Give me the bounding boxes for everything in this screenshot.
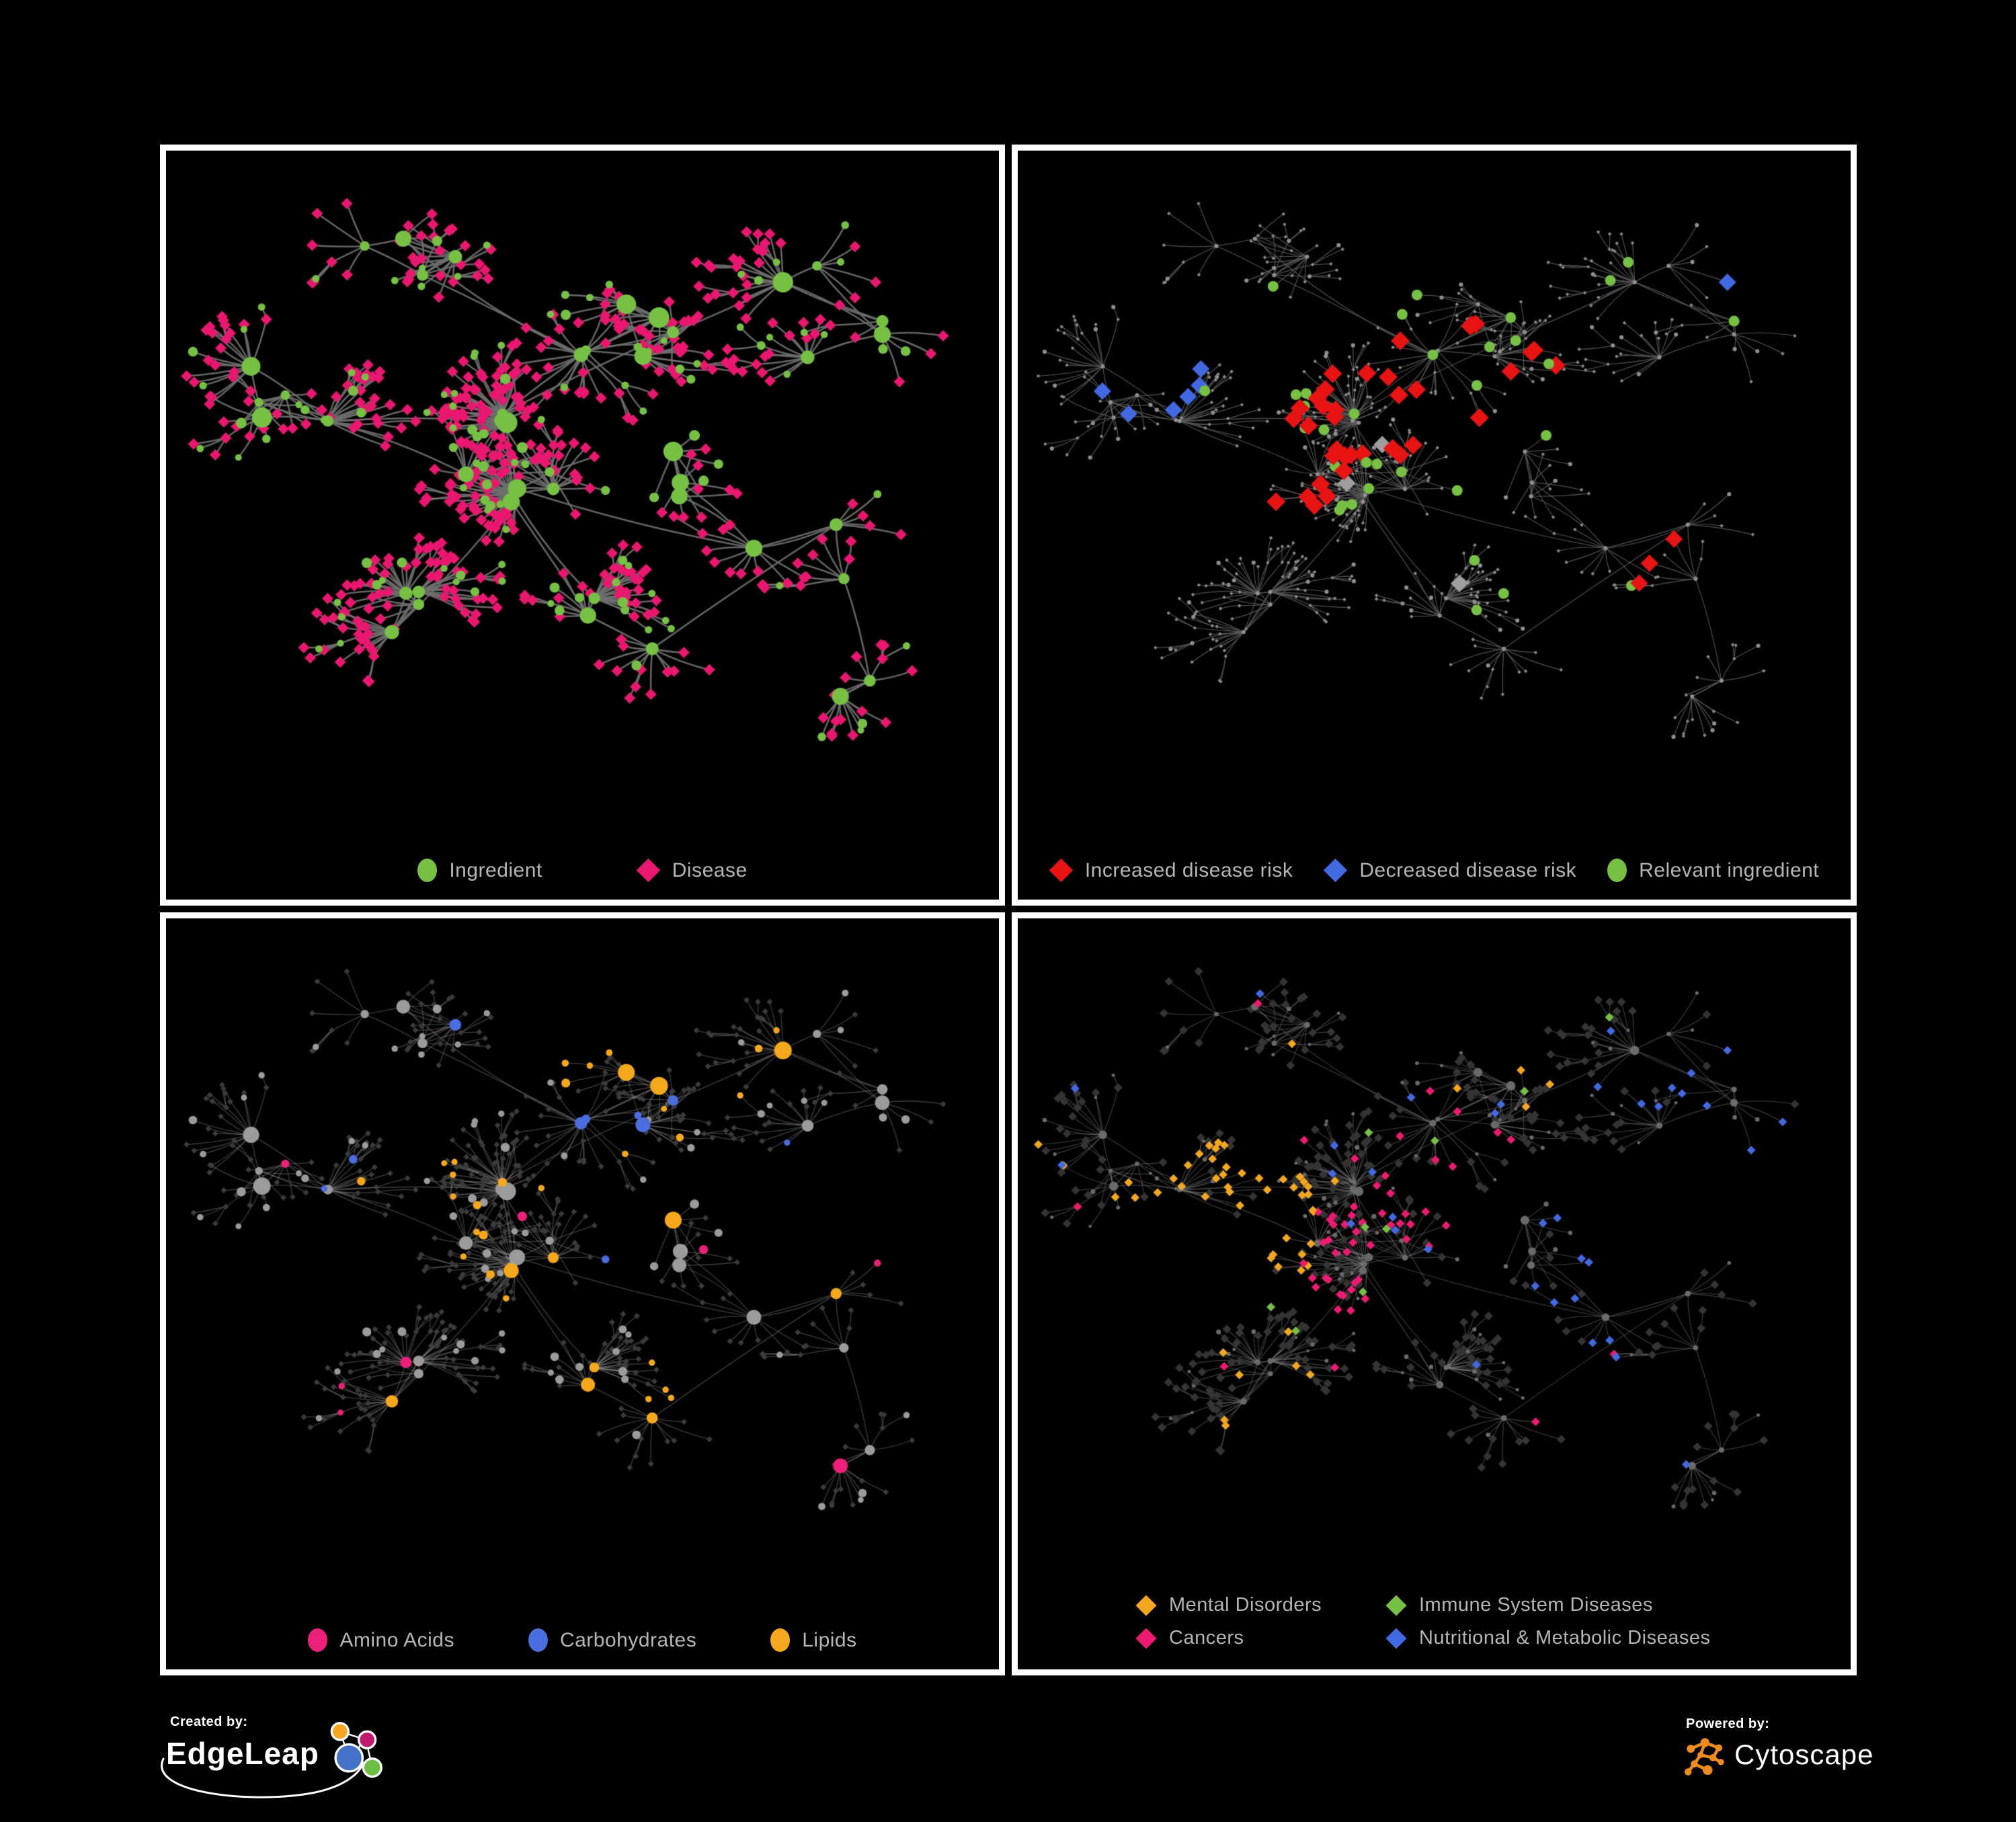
network-canvas-ingredient-disease [166,151,999,900]
legend-item: Disease [636,858,748,883]
disease-swatch-icon [636,858,660,883]
edgeleap-swoosh [161,1757,365,1798]
immune-system-diseases-swatch-icon [1385,1594,1407,1616]
legend-label: Mental Disorders [1169,1594,1322,1616]
legend-item: Nutritional & Metabolic Diseases [1385,1627,1710,1649]
cytoscape-wordmark: Cytoscape [1734,1739,1874,1770]
legend-item: Ingredient [417,859,542,882]
legend-item: Carbohydrates [528,1628,696,1652]
amino-acids-swatch-icon [308,1628,328,1652]
legend-macronutrients: Amino Acids Carbohydrates Lipids [166,1628,999,1652]
legend-item: Relevant ingredient [1607,859,1819,882]
relevant-ingredient-swatch-icon [1607,859,1627,882]
legend-label: Decreased disease risk [1359,859,1577,881]
edgeleap-wordmark: EdgeLeap [166,1736,319,1771]
legend-item: Amino Acids [308,1628,454,1652]
panel-macronutrients: Amino Acids Carbohydrates Lipids [160,912,1005,1675]
legend-label: Carbohydrates [559,1628,697,1651]
legend-label: Immune System Diseases [1419,1594,1653,1616]
legend-label: Lipids [802,1628,857,1651]
legend-label: Relevant ingredient [1639,859,1820,881]
carbohydrates-swatch-icon [528,1628,548,1652]
legend-item: Immune System Diseases [1385,1594,1710,1616]
panel-ingredient-disease: Ingredient Disease [160,145,1005,906]
lipids-swatch-icon [770,1628,791,1652]
network-canvas-disease-risk [1018,151,1851,900]
cytoscape-glyph-icon [1684,1738,1724,1776]
created-by-label: Created by: [170,1714,248,1729]
legend-label: Cancers [1169,1627,1244,1649]
legend-item: Cancers [1135,1627,1385,1649]
legend-ingredient-disease: Ingredient Disease [166,858,999,883]
cytoscape-logo: Powered by: Cytoscape [1682,1716,1924,1804]
cancers-swatch-icon [1135,1627,1157,1649]
decreased-risk-swatch-icon [1324,858,1348,883]
legend-item: Decreased disease risk [1324,858,1577,883]
nutritional-metabolic-swatch-icon [1385,1627,1407,1649]
network-canvas-disease-classes [1018,918,1851,1669]
legend-disease-risk: Increased disease risk Decreased disease… [1018,858,1851,883]
mental-disorders-swatch-icon [1135,1594,1157,1616]
legend-label: Increased disease risk [1084,859,1293,881]
network-canvas-macronutrients [166,918,999,1669]
legend-label: Ingredient [449,859,542,881]
increased-risk-swatch-icon [1049,858,1074,883]
panel-disease-classes: Mental Disorders Immune System Diseases … [1012,912,1857,1675]
legend-label: Nutritional & Metabolic Diseases [1419,1627,1711,1649]
legend-label: Disease [672,859,748,881]
powered-by-label: Powered by: [1686,1716,1770,1731]
edgeleap-logo: Created by: EdgeLeap [161,1714,408,1822]
legend-item: Increased disease risk [1049,858,1293,883]
legend-item: Lipids [770,1628,856,1652]
legend-item: Mental Disorders [1135,1594,1385,1616]
panel-disease-risk: Increased disease risk Decreased disease… [1012,145,1857,906]
legend-disease-classes: Mental Disorders Immune System Diseases … [1135,1594,1710,1649]
legend-label: Amino Acids [339,1628,454,1651]
edgeleap-glyph-icon [330,1722,382,1778]
ingredient-swatch-icon [417,859,438,882]
